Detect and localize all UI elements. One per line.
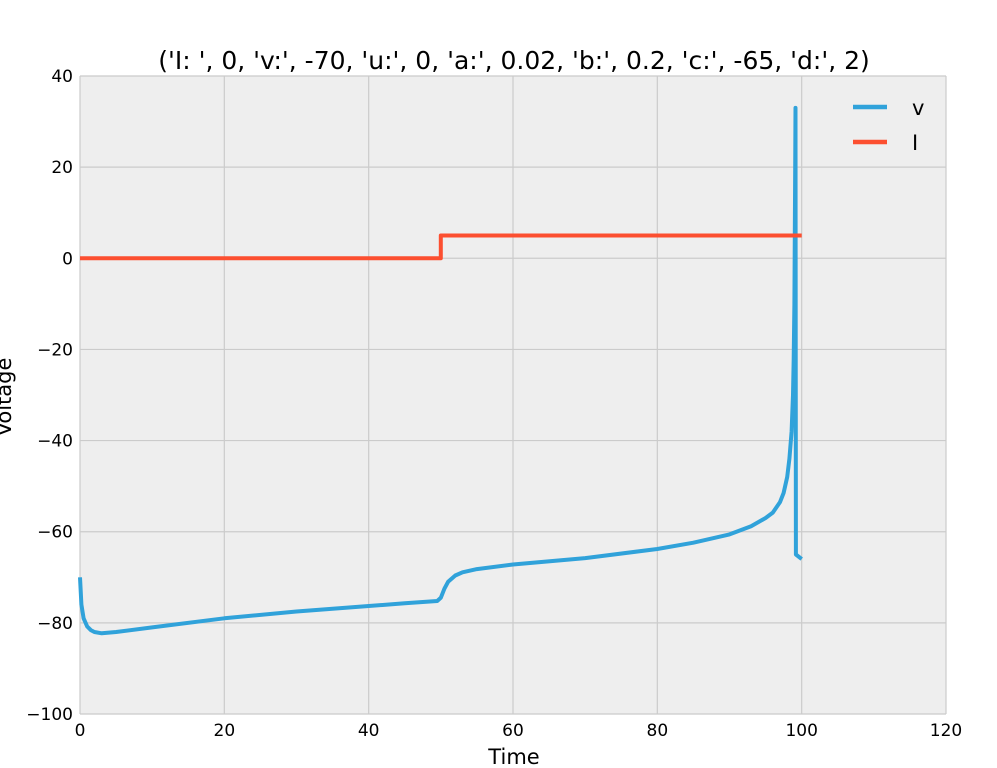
series-layer [78,105,803,636]
series-line-v [78,105,803,636]
x-tick-label: 0 [75,721,86,741]
y-tick-label: 0 [62,249,73,269]
chart-title: ('I: ', 0, 'v:', -70, 'u:', 0, 'a:', 0.0… [158,46,870,75]
legend-label-v: v [912,96,924,120]
y-tick-label: −60 [37,523,73,543]
x-tick-label: 120 [930,721,962,741]
legend-label-i: I [912,131,918,155]
y-tick-label: −20 [37,340,73,360]
y-tick-label: 40 [51,67,73,87]
y-axis-label: Voltage [0,358,16,437]
series-line-i [80,233,802,261]
y-tick-label: −100 [26,705,73,725]
x-tick-label: 100 [785,721,817,741]
x-tick-label: 80 [647,721,669,741]
x-tick-label: 40 [358,721,380,741]
legend: vI [853,96,924,155]
y-tick-label: 20 [51,158,73,178]
x-tick-label: 20 [214,721,236,741]
y-tick-label: −40 [37,432,73,452]
x-tick-label: 60 [502,721,524,741]
tick-labels: 0 20 40 60 80 100 120 −100 −80 −60 −40 −20 0 20 40 [26,67,962,741]
x-axis-label: Time [487,745,539,768]
y-tick-label: −80 [37,614,73,634]
